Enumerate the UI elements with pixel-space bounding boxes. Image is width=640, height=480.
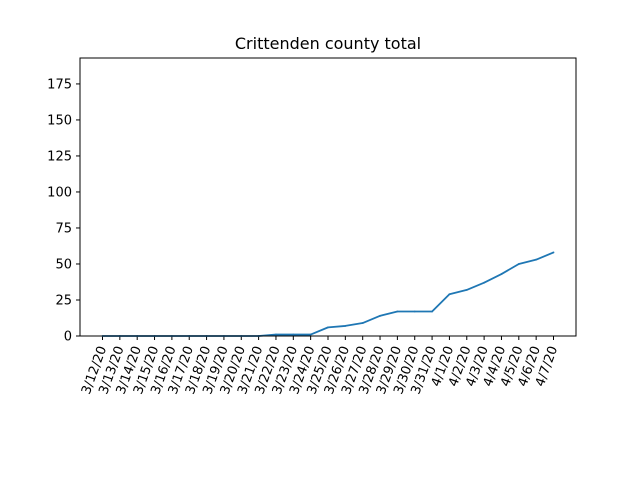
y-tick-label: 75 xyxy=(55,221,72,236)
data-point xyxy=(517,263,520,265)
data-point xyxy=(448,293,451,296)
y-tick-label: 25 xyxy=(55,293,72,308)
y-tick-label: 150 xyxy=(47,113,72,128)
data-point xyxy=(275,333,277,336)
y-tick-label: 50 xyxy=(55,257,72,272)
y-tick-label: 175 xyxy=(47,77,72,92)
data-point xyxy=(431,310,433,313)
chart-title: Crittenden county total xyxy=(235,34,421,53)
y-axis: 0 25 50 75 100 125 150 175 xyxy=(47,77,80,345)
y-tick-label: 125 xyxy=(47,149,72,164)
data-point xyxy=(500,273,503,275)
data-point xyxy=(379,314,381,317)
data-point xyxy=(361,322,364,324)
y-tick-label: 100 xyxy=(47,185,72,200)
data-point xyxy=(552,251,555,254)
x-axis: 3/12/203/13/203/14/203/15/203/16/203/17/… xyxy=(79,336,561,396)
data-point xyxy=(535,258,538,261)
data-point xyxy=(483,281,486,284)
data-point xyxy=(344,325,347,327)
data-point xyxy=(309,333,312,336)
data-point xyxy=(292,333,295,336)
data-point xyxy=(327,326,329,329)
data-point xyxy=(396,310,399,313)
data-point xyxy=(465,289,468,291)
plot-frame xyxy=(79,57,577,337)
y-tick-label: 0 xyxy=(64,330,72,345)
data-point xyxy=(413,310,416,313)
